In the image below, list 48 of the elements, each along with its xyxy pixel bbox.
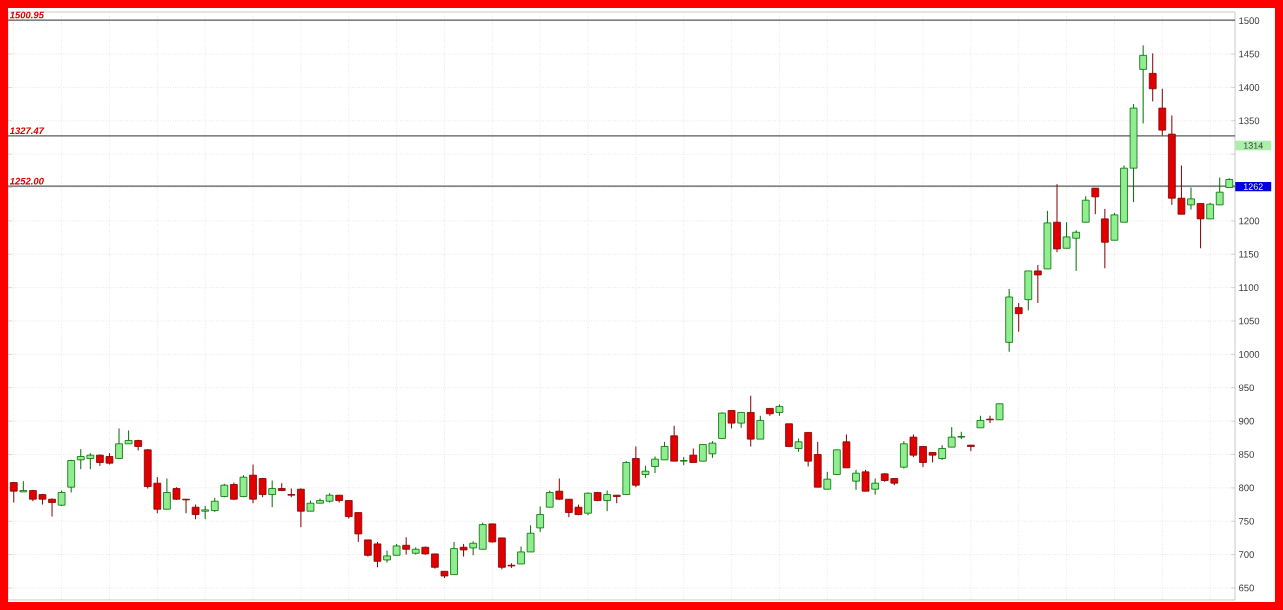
candlestick bbox=[115, 427, 123, 459]
text: 1262 bbox=[1243, 183, 1263, 190]
candlestick bbox=[1148, 52, 1157, 102]
candlestick bbox=[1196, 203, 1205, 249]
candlestick bbox=[603, 490, 612, 512]
candlestick bbox=[900, 440, 908, 469]
candlestick bbox=[1158, 88, 1167, 136]
y-tick-label: 1000 bbox=[1239, 351, 1260, 358]
candlestick bbox=[383, 550, 391, 564]
candlestick bbox=[756, 415, 765, 440]
ref-line-label: 1500.95 bbox=[9, 11, 45, 19]
candlestick bbox=[555, 478, 564, 501]
candlestick bbox=[268, 480, 277, 508]
candlestick bbox=[1187, 187, 1195, 211]
y-tick-label: 650 bbox=[1239, 584, 1254, 592]
y-tick-label: 1050 bbox=[1239, 317, 1260, 325]
y-tick-label: 750 bbox=[1239, 517, 1254, 525]
y-tick-label: 950 bbox=[1238, 384, 1254, 392]
candlestick bbox=[1034, 264, 1042, 304]
candlestick bbox=[1081, 195, 1090, 223]
candlestick bbox=[163, 478, 171, 510]
y-tick-label: 1450 bbox=[1239, 50, 1260, 58]
y-tick-label: 700 bbox=[1239, 551, 1254, 558]
candlestick bbox=[852, 469, 860, 491]
candlestick bbox=[297, 488, 305, 528]
y-tick-label: 1400 bbox=[1239, 84, 1260, 91]
candlestick bbox=[536, 506, 545, 533]
y-tick-label: 1350 bbox=[1239, 117, 1260, 125]
candlestick bbox=[488, 523, 497, 544]
y-tick-label: 900 bbox=[1238, 417, 1254, 425]
candlestick bbox=[986, 415, 994, 424]
y-tick-label: 1200 bbox=[1239, 217, 1260, 225]
candlestick bbox=[1215, 177, 1224, 206]
y-tick-label: 1150 bbox=[1239, 250, 1259, 258]
candlestick bbox=[967, 444, 975, 452]
y-tick-label: 1100 bbox=[1239, 284, 1259, 291]
candlestick bbox=[1014, 302, 1023, 333]
candlestick bbox=[1091, 187, 1100, 215]
candlestick bbox=[727, 409, 736, 429]
ref-line-label: 1327.47 bbox=[9, 127, 45, 135]
y-tick-label: 850 bbox=[1238, 451, 1254, 458]
ref-line-label: 1252.00 bbox=[9, 177, 44, 185]
candlestick bbox=[1101, 208, 1109, 269]
y-tick-label: 800 bbox=[1238, 484, 1254, 492]
candlestick bbox=[1139, 44, 1147, 124]
candlestick bbox=[861, 469, 870, 492]
text: 1314 bbox=[1243, 142, 1263, 149]
y-tick-label: 1500 bbox=[1239, 17, 1260, 25]
